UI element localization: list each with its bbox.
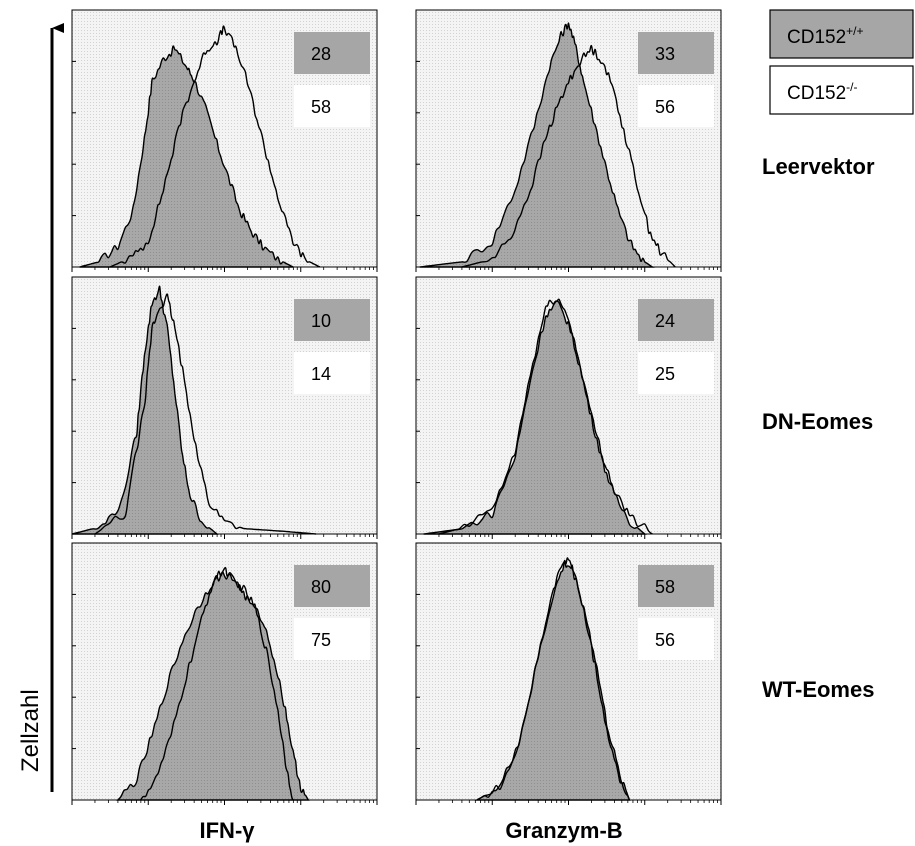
- value-box-cd152-wt: [294, 32, 370, 74]
- y-axis-label: Zellzahl: [17, 689, 44, 772]
- value-label-cd152-ko: 14: [311, 364, 331, 384]
- histogram-panel-leervektor-granzym-b: 33 56: [415, 9, 722, 272]
- value-box-cd152-ko: [294, 85, 370, 127]
- histogram-outline-cd152: [109, 25, 321, 268]
- value-label-cd152-wt: 80: [311, 577, 331, 597]
- row-label-leervektor: Leervektor: [762, 154, 875, 179]
- value-box-cd152-wt: [294, 299, 370, 341]
- histogram-panel-wt-eomes-ifn: 80 75: [71, 542, 378, 805]
- histogram-outline-cd152: [94, 293, 317, 535]
- value-label-cd152-ko: 56: [655, 97, 675, 117]
- value-box-cd152-wt: [294, 565, 370, 607]
- legend-label-cd152-ko: CD152-/-: [787, 80, 857, 104]
- value-box-cd152-ko: [638, 352, 714, 394]
- row-label-wt-eomes: WT-Eomes: [762, 677, 874, 702]
- value-label-cd152-wt: 58: [655, 577, 675, 597]
- value-label-cd152-wt: 10: [311, 311, 331, 331]
- value-box-cd152-ko: [638, 618, 714, 660]
- histogram-panel-dn-eomes-granzym-b: 24 25: [415, 276, 722, 539]
- histogram-outline-cd152: [476, 557, 631, 801]
- column-label-granzym-b: Granzym-B: [505, 818, 622, 843]
- value-label-cd152-ko: 75: [311, 630, 331, 650]
- row-label-dn-eomes: DN-Eomes: [762, 409, 873, 434]
- value-box-cd152-ko: [638, 85, 714, 127]
- histogram-outline-cd152: [438, 298, 653, 535]
- histogram-filled-cd152: [474, 559, 631, 801]
- value-box-cd152-ko: [294, 352, 370, 394]
- value-label-cd152-ko: 56: [655, 630, 675, 650]
- histogram-panel-dn-eomes-ifn: 10 14: [71, 276, 378, 539]
- legend: CD152+/+ CD152-/-: [769, 9, 914, 115]
- column-label-ifng: IFN-γ: [200, 818, 256, 843]
- value-box-cd152-wt: [638, 565, 714, 607]
- histogram-filled-cd152: [71, 285, 219, 535]
- value-label-cd152-wt: 24: [655, 311, 675, 331]
- value-label-cd152-wt: 28: [311, 44, 331, 64]
- value-label-cd152-wt: 33: [655, 44, 675, 64]
- value-label-cd152-ko: 58: [311, 97, 331, 117]
- value-box-cd152-wt: [638, 299, 714, 341]
- value-box-cd152-wt: [638, 32, 714, 74]
- histogram-filled-cd152: [79, 45, 294, 268]
- histogram-filled-cd152: [419, 22, 655, 268]
- histogram-panel-wt-eomes-granzym-b: 58 56: [415, 542, 722, 805]
- legend-label-cd152-wt: CD152+/+: [787, 24, 864, 48]
- legend-swatch-cd152-wt: [769, 9, 914, 59]
- legend-swatch-cd152-ko: [769, 65, 914, 115]
- value-label-cd152-ko: 25: [655, 364, 675, 384]
- histogram-panel-leervektor-ifn: 28 58: [71, 9, 378, 272]
- histogram-outline-cd152: [140, 566, 294, 801]
- value-box-cd152-ko: [294, 618, 370, 660]
- histogram-outline-cd152: [461, 44, 676, 268]
- histogram-panels: 28 58 33 56 10 14 24 25 80 75 58 56: [71, 9, 722, 805]
